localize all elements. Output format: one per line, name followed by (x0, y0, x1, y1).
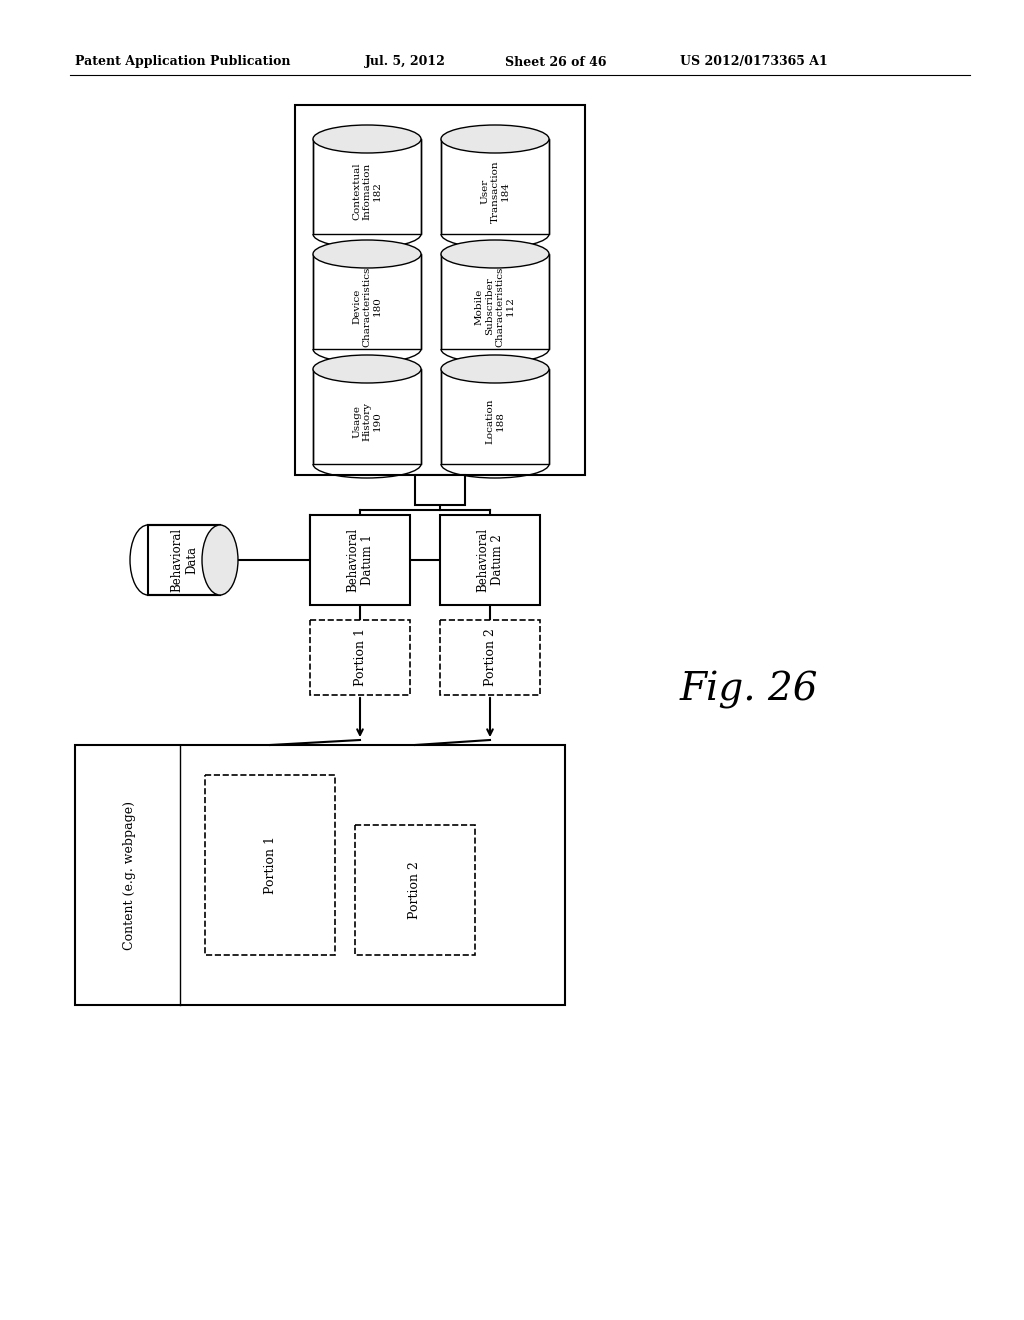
FancyBboxPatch shape (310, 515, 410, 605)
Text: Portion 2: Portion 2 (409, 861, 422, 919)
Ellipse shape (313, 125, 421, 153)
Text: Content (e.g. webpage): Content (e.g. webpage) (124, 800, 136, 949)
Text: Mobile
Subscriber
Characteristics
112: Mobile Subscriber Characteristics 112 (475, 267, 515, 347)
FancyBboxPatch shape (75, 744, 565, 1005)
Ellipse shape (441, 240, 549, 268)
FancyBboxPatch shape (313, 139, 421, 234)
Text: Fig. 26: Fig. 26 (680, 671, 818, 709)
Ellipse shape (202, 525, 238, 595)
Text: Jul. 5, 2012: Jul. 5, 2012 (365, 55, 445, 69)
FancyBboxPatch shape (310, 620, 410, 696)
Text: Portion 1: Portion 1 (353, 628, 367, 686)
Text: User
Transaction
184: User Transaction 184 (480, 160, 510, 223)
Text: Portion 1: Portion 1 (263, 836, 276, 894)
Text: Patent Application Publication: Patent Application Publication (75, 55, 291, 69)
FancyBboxPatch shape (205, 775, 335, 954)
Text: Sheet 26 of 46: Sheet 26 of 46 (505, 55, 606, 69)
Text: Location
188: Location 188 (485, 399, 505, 445)
Text: Portion 2: Portion 2 (483, 628, 497, 686)
FancyBboxPatch shape (295, 106, 585, 475)
Text: Behavioral
Datum 2: Behavioral Datum 2 (476, 528, 504, 593)
FancyBboxPatch shape (440, 620, 540, 696)
FancyBboxPatch shape (313, 253, 421, 348)
FancyBboxPatch shape (441, 253, 549, 348)
FancyBboxPatch shape (148, 525, 220, 595)
Text: Behavioral
Datum 1: Behavioral Datum 1 (346, 528, 374, 593)
FancyBboxPatch shape (313, 370, 421, 465)
FancyBboxPatch shape (440, 515, 540, 605)
Ellipse shape (441, 355, 549, 383)
FancyBboxPatch shape (441, 139, 549, 234)
FancyBboxPatch shape (441, 370, 549, 465)
Ellipse shape (313, 355, 421, 383)
Text: Usage
History
190: Usage History 190 (352, 403, 382, 441)
Text: Contextual
Infomation
182: Contextual Infomation 182 (352, 162, 382, 220)
FancyBboxPatch shape (415, 475, 465, 506)
Text: Behavioral
Data: Behavioral Data (170, 528, 198, 593)
Ellipse shape (313, 240, 421, 268)
Text: Device
Characteristics
180: Device Characteristics 180 (352, 267, 382, 347)
FancyBboxPatch shape (355, 825, 475, 954)
Text: US 2012/0173365 A1: US 2012/0173365 A1 (680, 55, 827, 69)
Ellipse shape (441, 125, 549, 153)
